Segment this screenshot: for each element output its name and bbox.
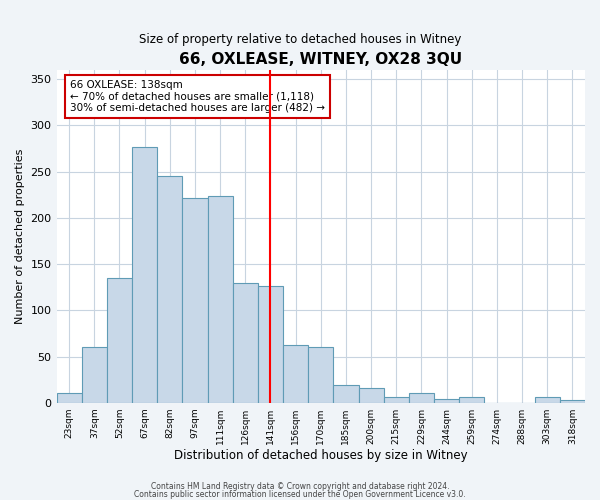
Text: 66 OXLEASE: 138sqm
← 70% of detached houses are smaller (1,118)
30% of semi-deta: 66 OXLEASE: 138sqm ← 70% of detached hou… [70,80,325,113]
Bar [258,286,283,403]
Bar [182,198,208,402]
Bar [334,385,359,402]
Bar [409,394,434,402]
Text: Size of property relative to detached houses in Witney: Size of property relative to detached ho… [139,32,461,46]
Text: Contains public sector information licensed under the Open Government Licence v3: Contains public sector information licen… [134,490,466,499]
Bar [459,397,484,402]
Bar [359,388,383,402]
Bar [56,394,82,402]
Bar [535,397,560,402]
Title: 66, OXLEASE, WITNEY, OX28 3QU: 66, OXLEASE, WITNEY, OX28 3QU [179,52,463,68]
Bar [383,397,409,402]
Y-axis label: Number of detached properties: Number of detached properties [15,148,25,324]
Text: Contains HM Land Registry data © Crown copyright and database right 2024.: Contains HM Land Registry data © Crown c… [151,482,449,491]
Bar [82,348,107,403]
Bar [107,278,132,402]
Bar [434,399,459,402]
Bar [308,348,334,403]
X-axis label: Distribution of detached houses by size in Witney: Distribution of detached houses by size … [174,450,467,462]
Bar [157,176,182,402]
Bar [233,282,258,403]
Bar [560,400,585,402]
Bar [283,346,308,403]
Bar [132,147,157,403]
Bar [208,196,233,402]
